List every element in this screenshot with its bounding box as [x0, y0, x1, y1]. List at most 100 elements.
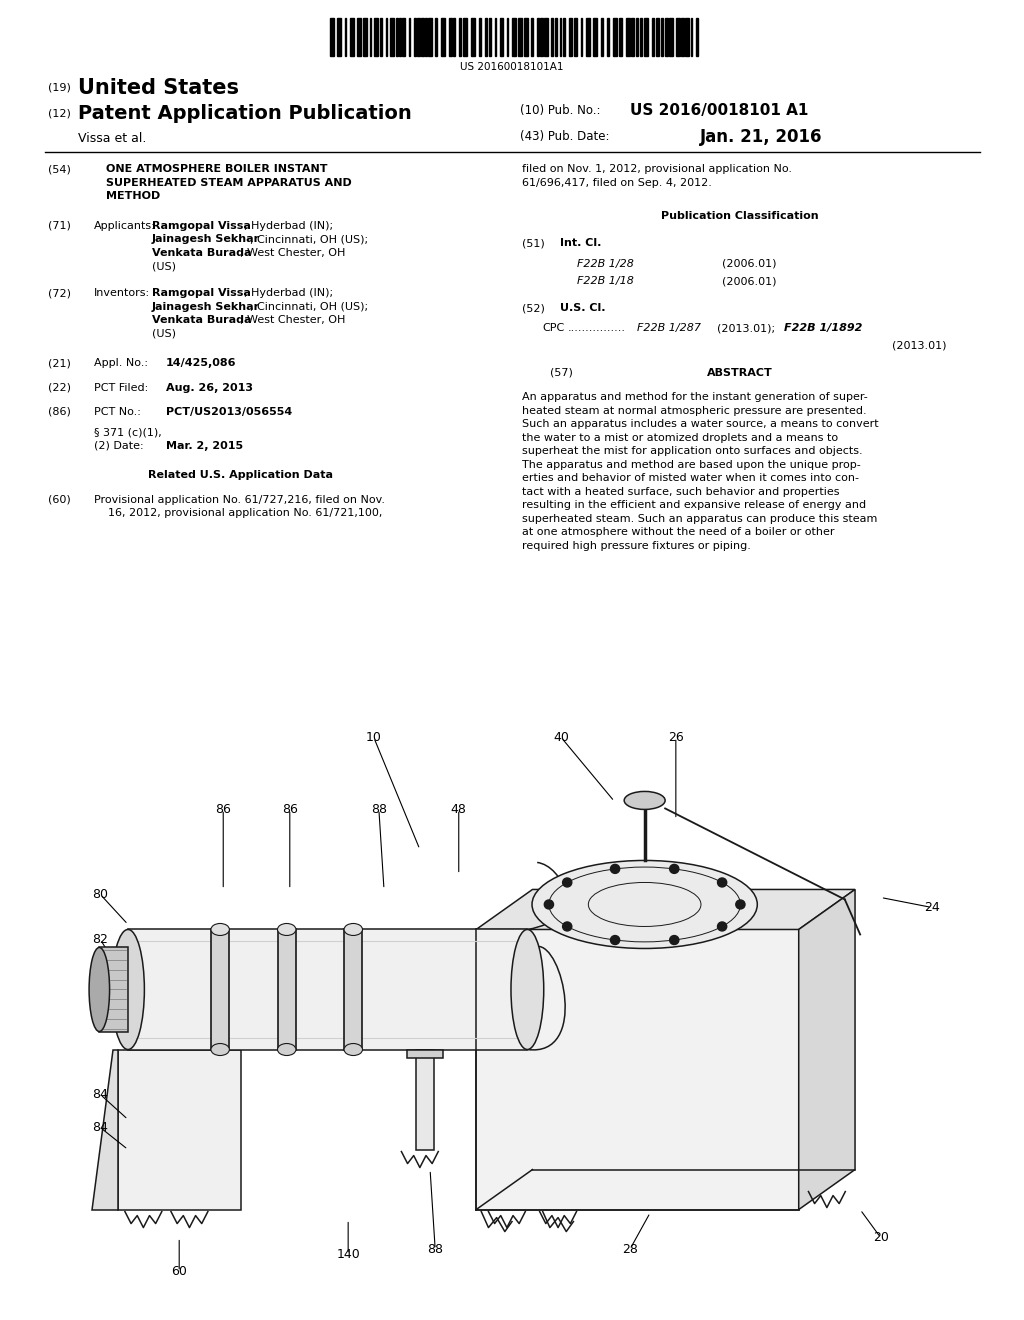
Polygon shape	[211, 929, 229, 1049]
Ellipse shape	[625, 792, 666, 809]
Text: heated steam at normal atmospheric pressure are presented.: heated steam at normal atmospheric press…	[522, 405, 866, 416]
Text: Provisional application No. 61/727,216, filed on Nov.: Provisional application No. 61/727,216, …	[94, 495, 385, 504]
Text: the water to a mist or atomized droplets and a means to: the water to a mist or atomized droplets…	[522, 433, 838, 442]
Circle shape	[718, 921, 727, 931]
Bar	[574, 18, 577, 55]
Bar	[656, 18, 658, 55]
Bar	[428, 18, 432, 55]
Bar	[507, 18, 508, 55]
Bar	[414, 18, 416, 55]
Text: superheated steam. Such an apparatus can produce this steam: superheated steam. Such an apparatus can…	[522, 513, 878, 524]
Text: 20: 20	[872, 1232, 889, 1243]
Text: Appl. No.:: Appl. No.:	[94, 359, 148, 368]
Bar	[380, 18, 382, 55]
Bar	[374, 18, 378, 55]
Text: (12): (12)	[48, 108, 71, 117]
Bar	[449, 18, 452, 55]
Bar	[636, 18, 638, 55]
Bar	[356, 18, 360, 55]
Text: 26: 26	[668, 731, 684, 744]
Text: METHOD: METHOD	[106, 191, 160, 201]
Text: § 371 (c)(1),: § 371 (c)(1),	[94, 428, 162, 437]
Text: (US): (US)	[152, 329, 176, 339]
Text: , West Chester, OH: , West Chester, OH	[240, 315, 345, 325]
Bar	[425, 18, 427, 55]
Bar	[370, 18, 371, 55]
Text: 10: 10	[366, 731, 382, 744]
Text: tact with a heated surface, such behavior and properties: tact with a heated surface, such behavio…	[522, 487, 840, 496]
Ellipse shape	[344, 924, 362, 936]
Bar	[417, 18, 420, 55]
Polygon shape	[799, 890, 855, 1209]
Polygon shape	[476, 890, 855, 929]
Text: United States: United States	[78, 78, 239, 98]
Circle shape	[736, 900, 745, 909]
Text: , Cincinnati, OH (US);: , Cincinnati, OH (US);	[250, 302, 368, 312]
Text: ONE ATMOSPHERE BOILER INSTANT: ONE ATMOSPHERE BOILER INSTANT	[106, 164, 328, 174]
Text: 82: 82	[92, 933, 109, 946]
Bar	[640, 18, 641, 55]
Text: (72): (72)	[48, 288, 71, 298]
Text: US 20160018101A1: US 20160018101A1	[460, 62, 564, 73]
Polygon shape	[407, 1049, 443, 1057]
Bar	[537, 18, 539, 55]
Bar	[581, 18, 582, 55]
Circle shape	[610, 865, 620, 874]
Bar	[350, 18, 354, 55]
Text: Such an apparatus includes a water source, a means to convert: Such an apparatus includes a water sourc…	[522, 420, 879, 429]
Bar	[512, 18, 516, 55]
Bar	[399, 18, 400, 55]
Text: ................: ................	[568, 323, 626, 333]
Bar	[607, 18, 608, 55]
Polygon shape	[416, 1049, 434, 1150]
Text: (60): (60)	[48, 495, 71, 504]
Bar	[676, 18, 680, 55]
Text: (51): (51)	[522, 238, 545, 248]
Bar	[478, 18, 481, 55]
Text: Venkata Burada: Venkata Burada	[152, 248, 252, 257]
Text: 24: 24	[924, 902, 940, 913]
Text: Jan. 21, 2016: Jan. 21, 2016	[700, 128, 822, 147]
Circle shape	[610, 936, 620, 945]
Text: at one atmosphere without the need of a boiler or other: at one atmosphere without the need of a …	[522, 527, 835, 537]
Bar	[463, 18, 467, 55]
Text: ABSTRACT: ABSTRACT	[708, 368, 773, 378]
Polygon shape	[476, 929, 799, 1209]
Circle shape	[670, 865, 679, 874]
Text: Ramgopal Vissa: Ramgopal Vissa	[152, 288, 251, 298]
Text: (19): (19)	[48, 82, 71, 92]
Circle shape	[562, 921, 571, 931]
Text: Patent Application Publication: Patent Application Publication	[78, 104, 412, 123]
Text: The apparatus and method are based upon the unique prop-: The apparatus and method are based upon …	[522, 459, 861, 470]
Text: 80: 80	[92, 888, 109, 902]
Text: 88: 88	[427, 1243, 443, 1257]
Text: 86: 86	[215, 803, 231, 816]
Bar	[434, 18, 437, 55]
Bar	[409, 18, 410, 55]
Polygon shape	[128, 929, 527, 1049]
Text: (2006.01): (2006.01)	[722, 276, 776, 286]
Text: F22B 1/287: F22B 1/287	[637, 323, 701, 333]
Text: (43) Pub. Date:: (43) Pub. Date:	[520, 129, 609, 143]
Bar	[586, 18, 590, 55]
Bar	[569, 18, 571, 55]
Ellipse shape	[211, 924, 229, 936]
Bar	[385, 18, 387, 55]
Bar	[696, 18, 697, 55]
Text: (2006.01): (2006.01)	[722, 259, 776, 268]
Circle shape	[545, 900, 554, 909]
Circle shape	[562, 878, 571, 887]
Text: F22B 1/28: F22B 1/28	[577, 259, 634, 268]
Bar	[362, 18, 367, 55]
Ellipse shape	[532, 861, 758, 949]
Bar	[644, 18, 648, 55]
Bar	[544, 18, 548, 55]
Bar	[489, 18, 490, 55]
Text: PCT Filed:: PCT Filed:	[94, 383, 148, 393]
Text: U.S. Cl.: U.S. Cl.	[560, 304, 605, 313]
Bar	[453, 18, 455, 55]
Bar	[612, 18, 616, 55]
Text: F22B 1/1892: F22B 1/1892	[784, 323, 862, 333]
Bar	[524, 18, 528, 55]
Text: (22): (22)	[48, 383, 71, 393]
